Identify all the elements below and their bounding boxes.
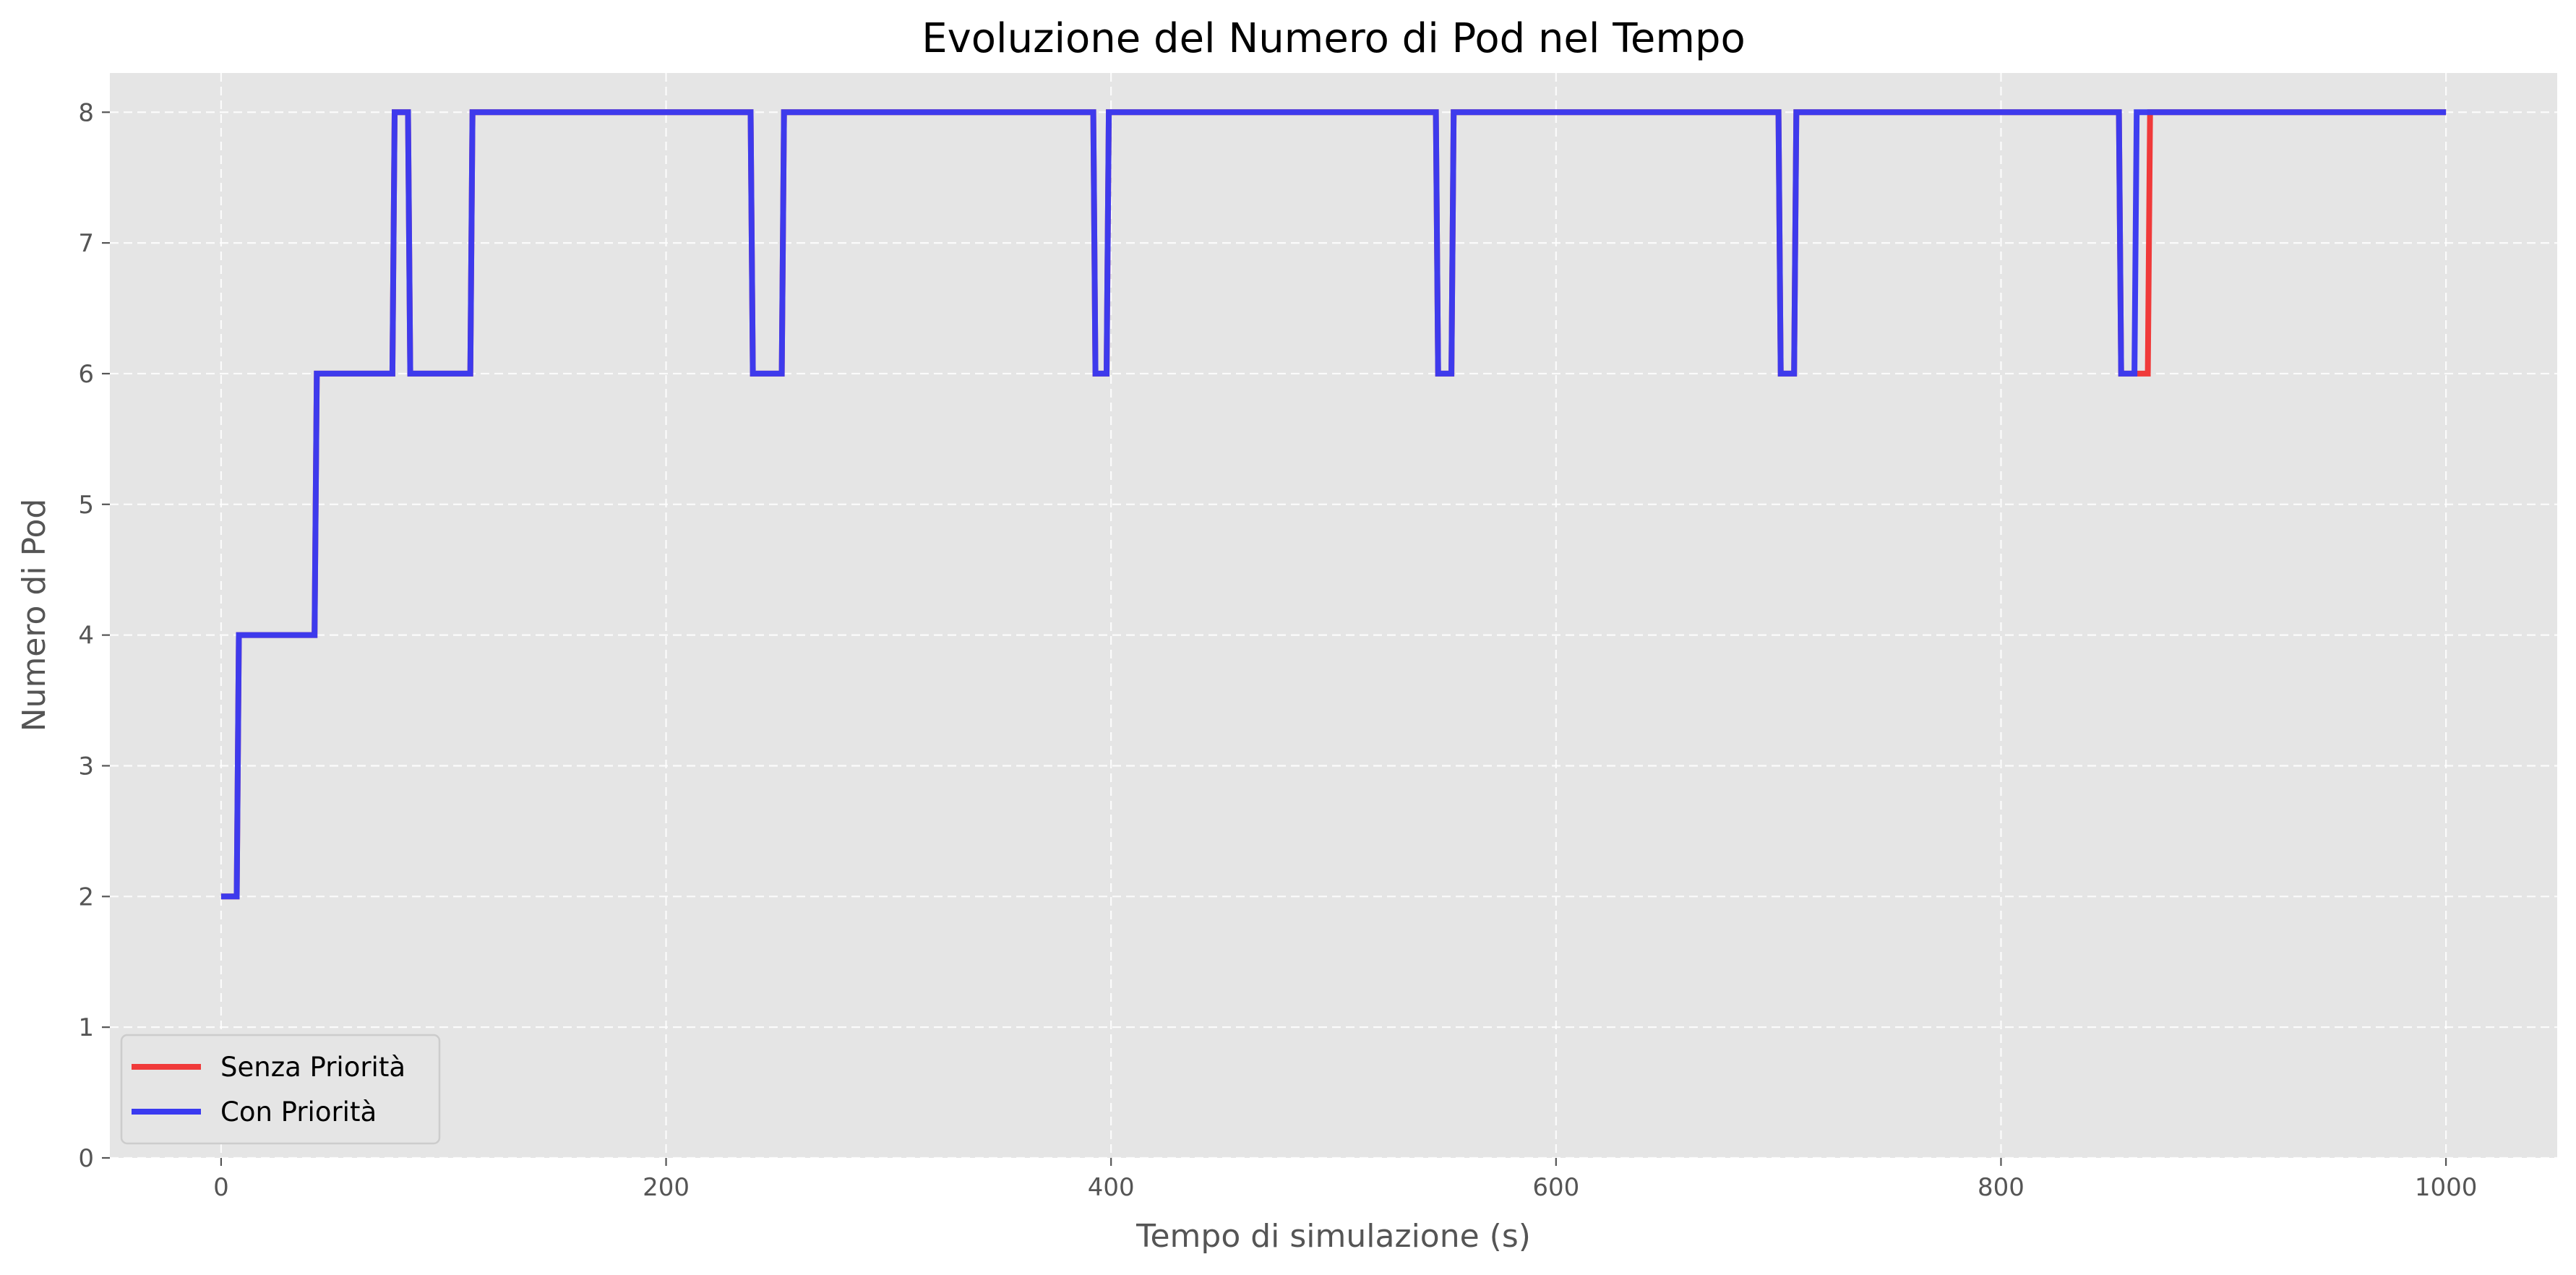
y-tick-label: 3 xyxy=(78,752,94,781)
y-tick-label: 1 xyxy=(78,1013,94,1042)
y-tick-label: 5 xyxy=(78,491,94,520)
x-tick-label: 400 xyxy=(1088,1173,1135,1202)
y-tick-label: 6 xyxy=(78,360,94,389)
y-tick-label: 8 xyxy=(78,98,94,127)
x-tick-label: 600 xyxy=(1532,1173,1579,1202)
legend-label-con-priorita: Con Priorità xyxy=(220,1096,377,1128)
series-lines xyxy=(220,109,2447,900)
x-tick-label: 800 xyxy=(1978,1173,2025,1202)
chart-title: Evoluzione del Numero di Pod nel Tempo xyxy=(922,15,1746,62)
x-tick-label: 200 xyxy=(643,1173,690,1202)
y-tick-label: 7 xyxy=(78,229,94,258)
y-tick-label: 0 xyxy=(78,1144,94,1173)
y-tick-label: 2 xyxy=(78,883,94,911)
series-line-con-priorita xyxy=(220,109,2447,900)
x-tick-label: 0 xyxy=(213,1173,229,1202)
x-tick-label: 1000 xyxy=(2415,1173,2478,1202)
legend-box xyxy=(120,1034,441,1145)
axis-ticks: 0 200 400 600 800 1000 0 1 2 3 4 5 6 7 8 xyxy=(78,98,2477,1202)
legend: Senza Priorità Con Priorità xyxy=(120,1034,441,1145)
y-tick-label: 4 xyxy=(78,622,94,651)
x-axis-title: Tempo di simulazione (s) xyxy=(1135,1218,1531,1255)
y-axis-title: Numero di Pod xyxy=(16,499,53,732)
plot-background xyxy=(110,73,2557,1158)
legend-label-senza-priorita: Senza Priorità xyxy=(220,1052,405,1083)
